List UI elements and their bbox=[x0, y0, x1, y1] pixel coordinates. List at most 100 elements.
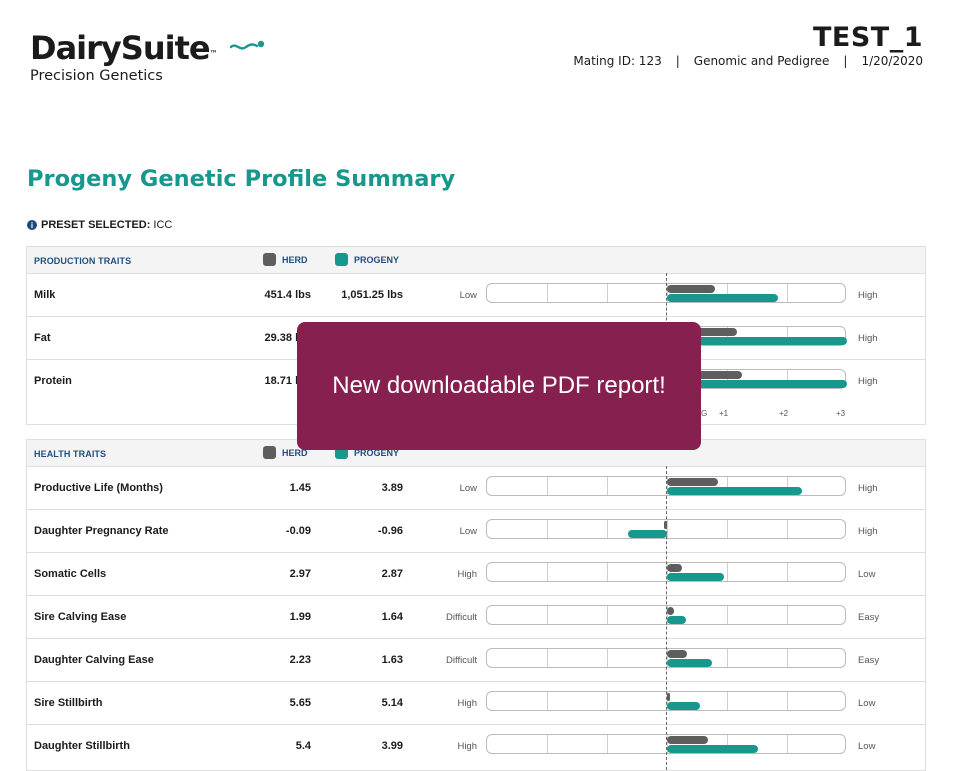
scale-label: G bbox=[701, 409, 708, 418]
scale-low-label: High bbox=[457, 741, 477, 752]
grid-tick bbox=[667, 563, 668, 581]
scale-low-label: Low bbox=[459, 483, 477, 494]
trait-row: Productive Life (Months) 1.45 3.89 Low High bbox=[27, 467, 925, 510]
progeny-bar bbox=[667, 616, 687, 624]
scale-label: +2 bbox=[779, 409, 789, 418]
grid-tick bbox=[547, 649, 548, 667]
trait-row: Daughter Calving Ease 2.23 1.63 Difficult Ea… bbox=[27, 639, 925, 682]
scale-high-label: High bbox=[858, 376, 878, 387]
scale-high-label: Easy bbox=[858, 655, 880, 666]
herd-bar bbox=[664, 521, 667, 529]
herd-swatch-icon bbox=[263, 253, 276, 266]
progeny-bar bbox=[667, 380, 847, 388]
grid-tick bbox=[607, 563, 608, 581]
herd-value: -0.09 bbox=[285, 525, 311, 537]
report-date: 1/20/2020 bbox=[861, 54, 923, 68]
health-traits-section: HEALTH TRAITS HERD PROGENY Productive Li… bbox=[26, 439, 926, 771]
grid-tick bbox=[727, 735, 728, 753]
grid-tick bbox=[667, 735, 668, 753]
grid-tick bbox=[667, 477, 668, 495]
grid-tick bbox=[547, 520, 548, 538]
trait-row: Daughter Stillbirth 5.4 3.99 High Low bbox=[27, 725, 925, 767]
grid-tick bbox=[787, 649, 788, 667]
grid-tick bbox=[607, 284, 608, 302]
progeny-value: 1,051.25 lbs bbox=[341, 289, 403, 301]
grid-tick bbox=[787, 520, 788, 538]
section-title: HEALTH TRAITS bbox=[34, 449, 107, 459]
info-icon: i bbox=[27, 220, 37, 230]
trait-name: Milk bbox=[34, 289, 56, 301]
grid-tick bbox=[607, 477, 608, 495]
section-title: PRODUCTION TRAITS bbox=[34, 256, 132, 266]
preset-label: PRESET SELECTED: bbox=[41, 219, 151, 231]
legend-herd: HERD bbox=[263, 446, 308, 459]
scale-low-label: High bbox=[457, 569, 477, 580]
grid-tick bbox=[787, 370, 788, 388]
trait-row: Milk 451.4 lbs 1,051.25 lbs Low High bbox=[27, 274, 925, 317]
grid-tick bbox=[667, 606, 668, 624]
trait-name: Daughter Calving Ease bbox=[34, 654, 154, 666]
trait-row: Sire Calving Ease 1.99 1.64 Difficult Easy bbox=[27, 596, 925, 639]
herd-value: 2.23 bbox=[289, 654, 311, 666]
progeny-value: 1.63 bbox=[381, 654, 403, 666]
scale-high-label: Easy bbox=[858, 612, 880, 623]
herd-value: 1.99 bbox=[289, 611, 311, 623]
trait-name: Fat bbox=[34, 332, 51, 344]
banner-text[interactable]: New downloadable PDF report! bbox=[332, 372, 666, 399]
grid-tick bbox=[727, 327, 728, 345]
trait-name: Protein bbox=[34, 375, 72, 387]
herd-bar bbox=[667, 650, 687, 658]
scale-low-label: High bbox=[457, 698, 477, 709]
grid-tick bbox=[547, 606, 548, 624]
progeny-bar bbox=[667, 659, 712, 667]
herd-bar bbox=[667, 564, 682, 572]
trait-name: Productive Life (Months) bbox=[34, 482, 163, 494]
trait-name: Daughter Pregnancy Rate bbox=[34, 525, 169, 537]
herd-bar bbox=[667, 478, 718, 486]
grid-tick bbox=[727, 563, 728, 581]
center-line bbox=[666, 466, 667, 770]
grid-tick bbox=[667, 284, 668, 302]
scale-low-label: Low bbox=[459, 290, 477, 301]
grid-tick bbox=[727, 606, 728, 624]
trait-name: Daughter Stillbirth bbox=[34, 740, 130, 752]
scale-low-label: Low bbox=[459, 526, 477, 537]
section-header: PRODUCTION TRAITS HERD PROGENY bbox=[27, 247, 925, 274]
grid-tick bbox=[667, 520, 668, 538]
herd-bar bbox=[667, 328, 738, 336]
grid-tick bbox=[547, 735, 548, 753]
grid-tick bbox=[787, 735, 788, 753]
logo-swoosh-icon bbox=[230, 40, 265, 50]
logo-subtitle: Precision Genetics bbox=[30, 68, 163, 84]
report-type: Genomic and Pedigree bbox=[693, 54, 830, 68]
herd-swatch-icon bbox=[263, 446, 276, 459]
pdf-report-banner[interactable]: New downloadable PDF report! bbox=[297, 322, 701, 450]
page-title: Progeny Genetic Profile Summary bbox=[27, 166, 456, 192]
preset-selected: i PRESET SELECTED: ICC bbox=[27, 219, 172, 231]
grid-tick bbox=[667, 649, 668, 667]
progeny-bar bbox=[667, 702, 700, 710]
mating-id: Mating ID: 123 bbox=[573, 54, 662, 68]
scale-label: +1 bbox=[719, 409, 729, 418]
scale-high-label: Low bbox=[858, 741, 876, 752]
grid-tick bbox=[547, 563, 548, 581]
grid-tick bbox=[667, 692, 668, 710]
progeny-value: 5.14 bbox=[381, 697, 403, 709]
herd-bar bbox=[667, 607, 675, 615]
trait-name: Somatic Cells bbox=[34, 568, 107, 580]
herd-value: 2.97 bbox=[289, 568, 311, 580]
grid-tick bbox=[787, 563, 788, 581]
scale-high-label: High bbox=[858, 290, 878, 301]
herd-value: 451.4 lbs bbox=[264, 289, 311, 301]
grid-tick bbox=[787, 327, 788, 345]
grid-tick bbox=[727, 520, 728, 538]
herd-value: 5.65 bbox=[289, 697, 311, 709]
grid-tick bbox=[787, 284, 788, 302]
scale-row: G +1 +2 +3 bbox=[27, 402, 925, 424]
trait-row: Daughter Pregnancy Rate -0.09 -0.96 Low High bbox=[27, 510, 925, 553]
grid-tick bbox=[727, 477, 728, 495]
scale-low-label: Difficult bbox=[446, 612, 477, 623]
grid-tick bbox=[727, 692, 728, 710]
meta-separator: | bbox=[843, 54, 848, 68]
grid-tick bbox=[607, 606, 608, 624]
